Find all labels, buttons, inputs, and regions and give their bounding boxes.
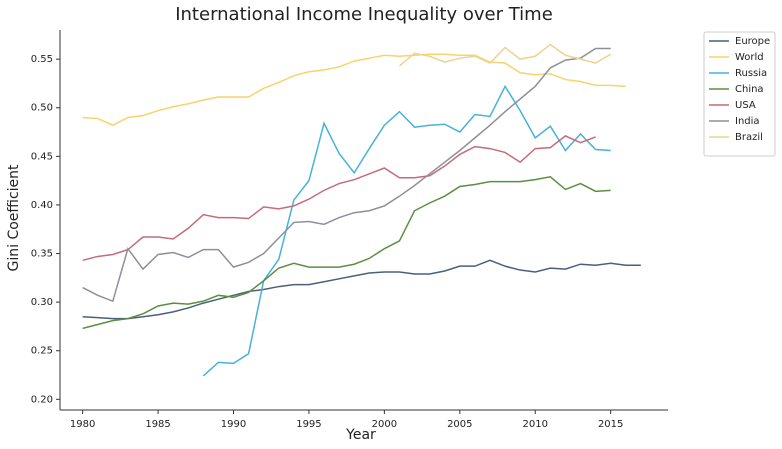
y-tick-label: 0.55 [31,54,53,65]
x-tick-label: 1995 [296,419,321,430]
y-tick-label: 0.45 [31,151,53,162]
y-tick-label: 0.40 [31,200,53,211]
series-line [82,47,611,303]
y-tick-label: 0.30 [31,297,53,308]
x-axis-label: Year [345,427,376,443]
legend-label: Russia [735,68,767,79]
x-tick-label: 1990 [221,419,246,430]
x-tick-label: 2005 [447,419,472,430]
y-tick-label: 0.25 [31,346,53,357]
x-tick-label: 1985 [145,419,170,430]
x-tick-label: 1980 [70,419,95,430]
series-line [82,135,596,262]
series-line [398,43,612,67]
legend-label: Europe [735,36,770,47]
legend-label: Brazil [735,132,763,143]
series-line [202,84,611,377]
y-axis-label: Gini Coefficient [6,164,22,272]
chart-title: International Income Inequality over Tim… [175,4,553,25]
series-line [82,175,611,330]
x-tick-label: 2010 [523,419,548,430]
series-line [82,259,641,320]
legend-box [703,31,776,157]
y-tick-label: 0.50 [31,103,53,114]
legend-label: China [735,84,764,95]
legend-label: World [735,52,764,63]
y-tick-label: 0.20 [31,394,53,405]
x-tick-label: 2000 [372,419,397,430]
series-line [82,53,626,127]
legend-label: India [735,116,760,127]
x-tick-label: 2015 [598,419,623,430]
legend-label: USA [735,100,756,111]
y-tick-label: 0.35 [31,249,53,260]
